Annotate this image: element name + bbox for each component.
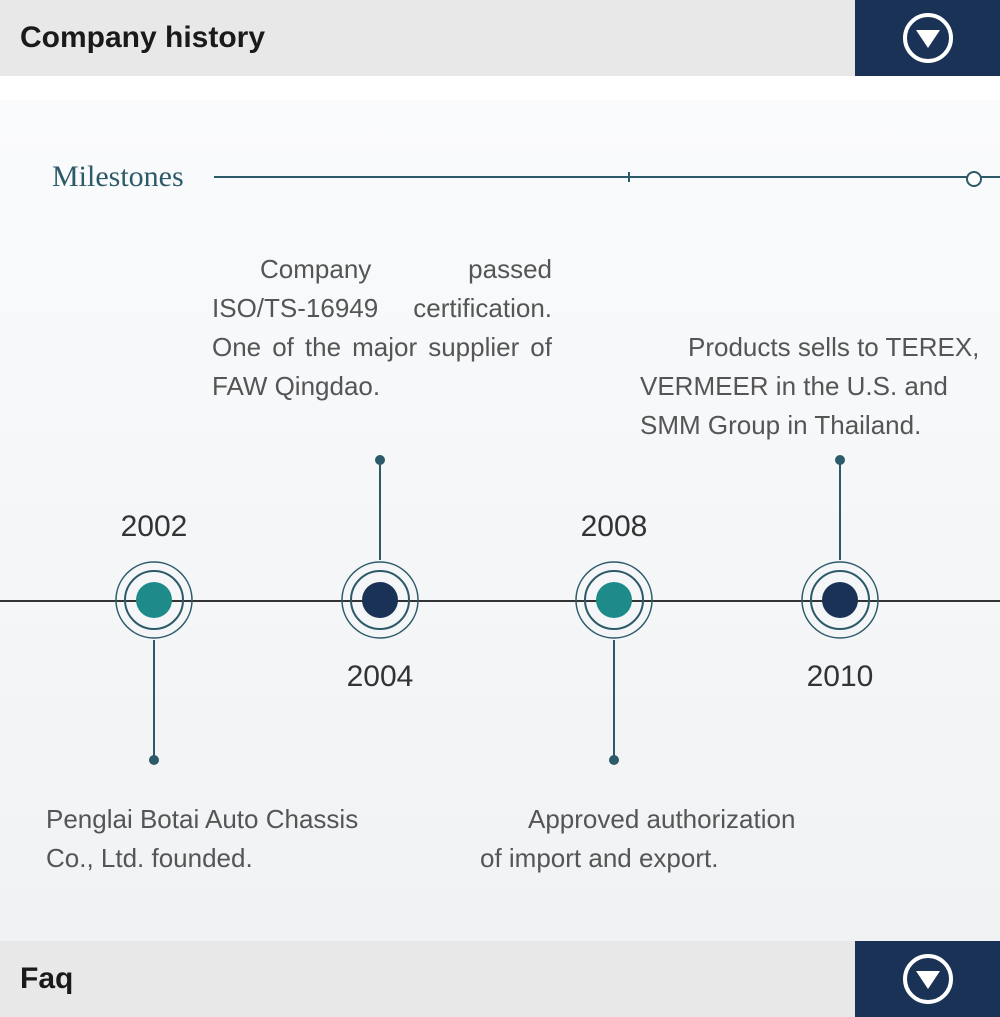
- timeline-node: [574, 560, 654, 640]
- timeline-node: [114, 560, 194, 640]
- timeline-description: Company passed ISO/TS-16949 certificatio…: [212, 250, 552, 406]
- section-title-faq: Faq: [0, 962, 73, 996]
- timeline-node: [340, 560, 420, 640]
- collapse-toggle-faq[interactable]: [855, 941, 1000, 1017]
- timeline-year: 2008: [581, 510, 648, 544]
- timeline-stem: [379, 460, 381, 560]
- timeline-panel: Milestones 2002Penglai Botai Auto Chassi…: [0, 100, 1000, 941]
- timeline-year: 2002: [121, 510, 188, 544]
- chevron-down-circle-icon: [902, 12, 954, 64]
- chevron-down-circle-icon: [902, 953, 954, 1005]
- section-header-faq: Faq: [0, 941, 1000, 1017]
- timeline-year: 2010: [807, 660, 874, 694]
- section-header-history: Company history: [0, 0, 1000, 76]
- timeline-stem: [153, 640, 155, 760]
- section-title-history: Company history: [0, 21, 265, 55]
- timeline-description: Approved authorization of import and exp…: [480, 800, 820, 878]
- collapse-toggle-history[interactable]: [855, 0, 1000, 76]
- timeline-stem: [613, 640, 615, 760]
- timeline-year: 2004: [347, 660, 414, 694]
- timeline-node: [800, 560, 880, 640]
- timeline-description: Products sells to TEREX, VERMEER in the …: [640, 328, 980, 445]
- timeline-stem: [839, 460, 841, 560]
- timeline-area: 2002 Penglai Botai Auto Chassis Co., Ltd.…: [0, 100, 1000, 941]
- timeline-description: Penglai Botai Auto Chassis Co., Ltd. fou…: [46, 800, 376, 878]
